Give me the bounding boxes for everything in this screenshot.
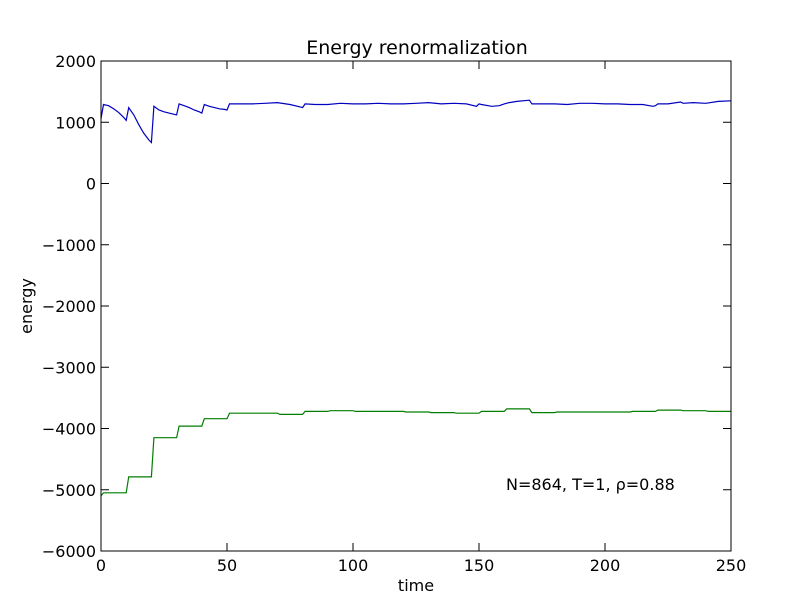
x-tick-label: 250 (716, 556, 747, 575)
series-line-1 (100, 99, 732, 144)
x-tick-label: 200 (590, 556, 621, 575)
series-layer (100, 99, 732, 497)
y-tick-labels: 2000 1000 0 −1000 −2000 −3000 −4000 −5000 −6000 (42, 52, 96, 561)
x-tick-label: 0 (96, 556, 106, 575)
y-tick-label: 0 (86, 175, 96, 194)
parameter-annotation: N=864, T=1, ρ=0.88 (506, 475, 675, 494)
y-tick-label: −2000 (42, 297, 96, 316)
x-axis-label: time (398, 576, 434, 595)
plot-area (100, 60, 732, 552)
x-tick-labels: 0 50 100 150 200 250 (96, 556, 746, 575)
y-tick-label: −4000 (42, 420, 96, 439)
y-tick-label: −3000 (42, 358, 96, 377)
x-tick-label: 50 (217, 556, 237, 575)
x-tick-label: 100 (338, 556, 369, 575)
series-line-2 (100, 408, 731, 497)
y-tick-label: −1000 (42, 236, 96, 255)
y-tick-label: 1000 (55, 113, 96, 132)
y-tick-label: −6000 (42, 542, 96, 561)
chart-title: Energy renormalization (306, 37, 528, 59)
y-tick-label: 2000 (55, 52, 96, 71)
plot-frame (100, 60, 732, 552)
y-axis-label: energy (17, 278, 36, 334)
y-tick-label: −5000 (42, 481, 96, 500)
x-tick-label: 150 (464, 556, 495, 575)
